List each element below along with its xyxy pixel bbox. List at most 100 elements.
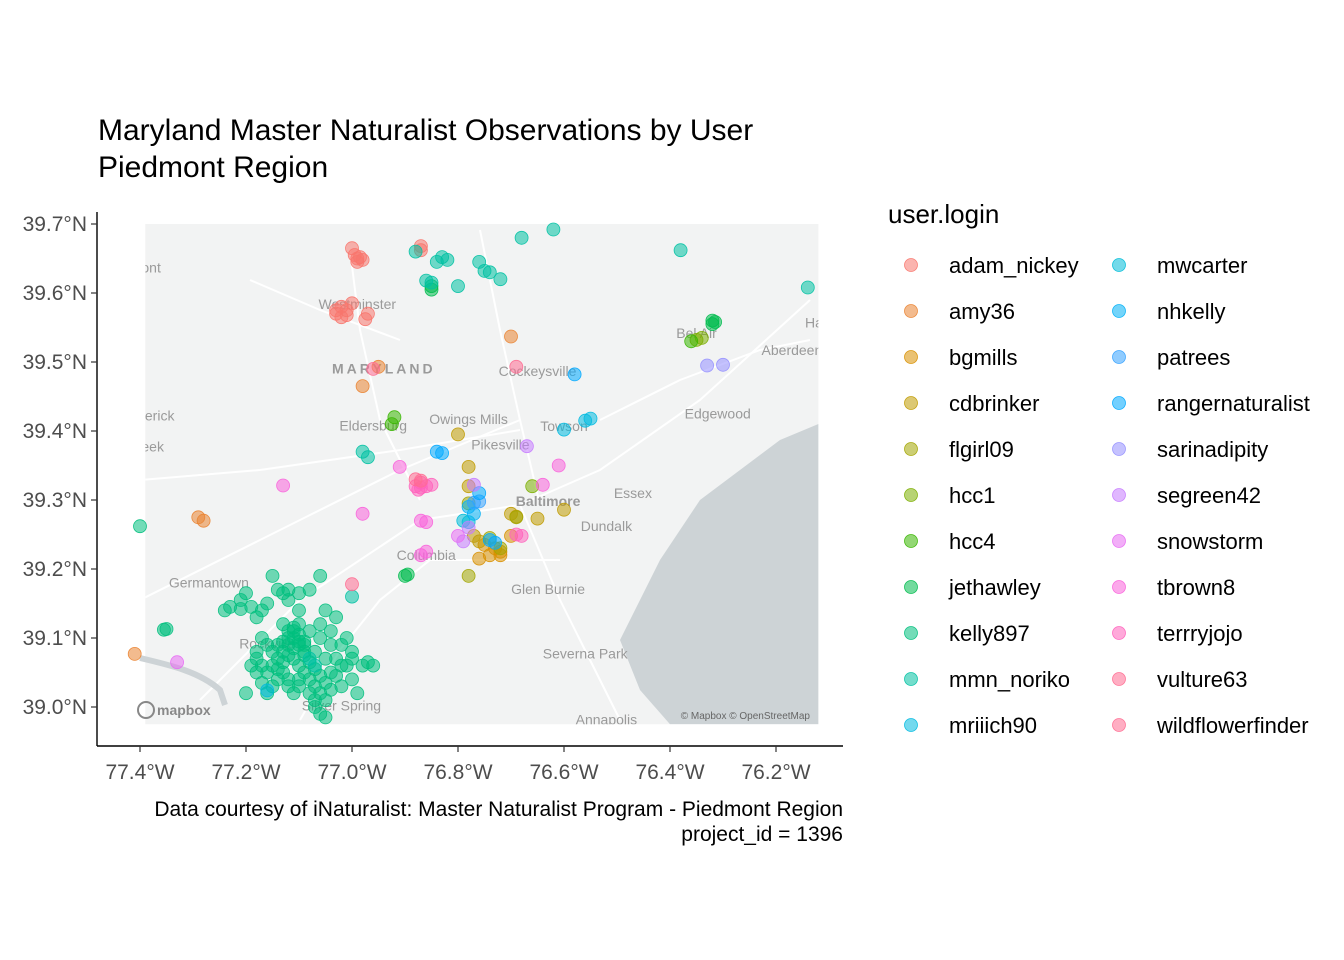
legend-label-patrees: patrees — [1157, 345, 1230, 370]
legend-label-flgirl09: flgirl09 — [949, 437, 1014, 462]
point-kelly897 — [292, 634, 306, 649]
point-mriiich90 — [260, 683, 275, 698]
place-label: Essex — [614, 485, 652, 501]
point-segreen42 — [461, 520, 476, 535]
mapbox-logo: mapbox — [137, 701, 211, 719]
basemap-road — [249, 279, 401, 341]
point-mmn_noriko — [302, 651, 317, 666]
point-mriiich90 — [578, 413, 593, 428]
place-label: Pikesville — [471, 437, 530, 453]
y-tick-label: 39.4°N — [23, 420, 87, 443]
mapbox-logo-text: mapbox — [157, 702, 211, 718]
point-mmn_noriko — [482, 265, 497, 280]
point-rangernaturalist — [488, 535, 503, 550]
point-mriiich90 — [557, 422, 571, 437]
point-mmn_noriko — [355, 444, 370, 459]
point-kelly897 — [156, 622, 171, 637]
legend-label-kelly897: kelly897 — [949, 621, 1030, 646]
point-tbrown8 — [535, 477, 550, 492]
point-tbrown8 — [392, 459, 407, 474]
point-hcc4 — [684, 334, 699, 349]
point-kelly897 — [265, 569, 280, 583]
point-wildflowerfinder — [345, 577, 359, 592]
point-bgmills — [472, 551, 487, 566]
point-mmn_noriko — [408, 244, 423, 259]
point-tbrown8 — [413, 548, 428, 563]
legend-label-segreen42: segreen42 — [1157, 483, 1261, 508]
point-mmn_noriko — [451, 279, 465, 294]
point-mmn_noriko — [546, 222, 561, 237]
point-flgirl09 — [461, 569, 476, 583]
basemap: MARYLANDBaltimoreWestminsterEldersburgOw… — [127, 224, 843, 727]
legend-key-mwcarter — [1112, 258, 1126, 272]
point-hcc4 — [387, 410, 402, 425]
place-label: Baltimore — [516, 493, 581, 509]
point-tbrown8 — [419, 515, 434, 529]
point-kelly897 — [345, 644, 359, 659]
basemap-road — [519, 504, 621, 721]
x-tick-label: 76.8°W — [423, 761, 492, 784]
point-kelly897 — [345, 672, 359, 687]
point-kelly897 — [307, 693, 322, 707]
point-cdbrinker — [461, 459, 476, 474]
point-kelly897 — [323, 682, 338, 697]
point-kelly897 — [334, 658, 349, 673]
point-adam_nickey — [358, 312, 373, 327]
place-label: Severna Park — [543, 646, 629, 662]
point-cdbrinker — [530, 511, 545, 526]
point-amy36 — [196, 513, 211, 528]
legend-label-bgmills: bgmills — [949, 345, 1017, 370]
point-amy36 — [355, 379, 370, 394]
point-tbrown8 — [276, 478, 291, 493]
legend-key-snowstorm — [1112, 534, 1126, 548]
x-tick-label: 76.6°W — [529, 761, 598, 784]
caption-line-2: project_id = 1396 — [681, 823, 843, 846]
point-vulture63 — [413, 473, 428, 488]
point-kelly897 — [133, 519, 147, 534]
y-tick-label: 39.1°N — [23, 627, 87, 650]
point-kelly897 — [329, 610, 344, 625]
legend-key-jethawley — [904, 580, 918, 594]
legend-label-mriiich90: mriiich90 — [949, 713, 1037, 738]
legend-label-sarinadipity: sarinadipity — [1157, 437, 1268, 462]
point-kelly897 — [292, 603, 306, 618]
place-label: Edgewood — [685, 406, 751, 422]
place-label: Creek — [127, 439, 165, 455]
point-kelly897 — [350, 686, 365, 701]
point-kelly897 — [313, 631, 328, 645]
point-kelly897 — [254, 658, 269, 673]
legend-key-mmn_noriko — [904, 672, 918, 686]
legend-key-terrryjojo — [1112, 626, 1126, 640]
legend-label-terrryjojo: terrryjojo — [1157, 621, 1243, 646]
legend-key-hcc1 — [904, 488, 918, 502]
chart-subtitle: Piedmont Region — [98, 151, 328, 184]
place-label: mont — [130, 259, 161, 275]
point-kelly897 — [270, 662, 285, 676]
legend-key-wildflowerfinder — [1112, 718, 1126, 732]
basemap-road — [145, 419, 521, 599]
y-tick-label: 39.6°N — [23, 282, 87, 305]
legend-label-jethawley: jethawley — [948, 575, 1041, 600]
y-tick-label: 39.2°N — [23, 558, 87, 581]
legend-label-hcc4: hcc4 — [949, 529, 995, 554]
legend-key-kelly897 — [904, 626, 918, 640]
point-mmn_noriko — [345, 589, 359, 604]
y-tick-label: 39.0°N — [23, 696, 87, 719]
point-kelly897 — [281, 679, 296, 694]
point-amy36 — [127, 647, 142, 661]
point-cdbrinker — [451, 427, 465, 442]
point-kelly897 — [260, 638, 275, 652]
basemap-road — [519, 299, 811, 506]
place-label: Havre — [805, 315, 843, 331]
legend-key-adam_nickey — [904, 258, 918, 272]
point-kelly897 — [276, 586, 291, 601]
caption-line-1: Data courtesy of iNaturalist: Master Nat… — [154, 798, 843, 821]
legend-key-hcc4 — [904, 534, 918, 548]
point-kelly897 — [239, 686, 253, 701]
legend-label-wildflowerfinder: wildflowerfinder — [1156, 713, 1309, 738]
legend-key-tbrown8 — [1112, 580, 1126, 594]
place-label: Annapolis — [576, 711, 638, 727]
point-segreen42 — [520, 439, 534, 454]
map-attribution[interactable]: © Mapbox © OpenStreetMap — [681, 711, 811, 722]
